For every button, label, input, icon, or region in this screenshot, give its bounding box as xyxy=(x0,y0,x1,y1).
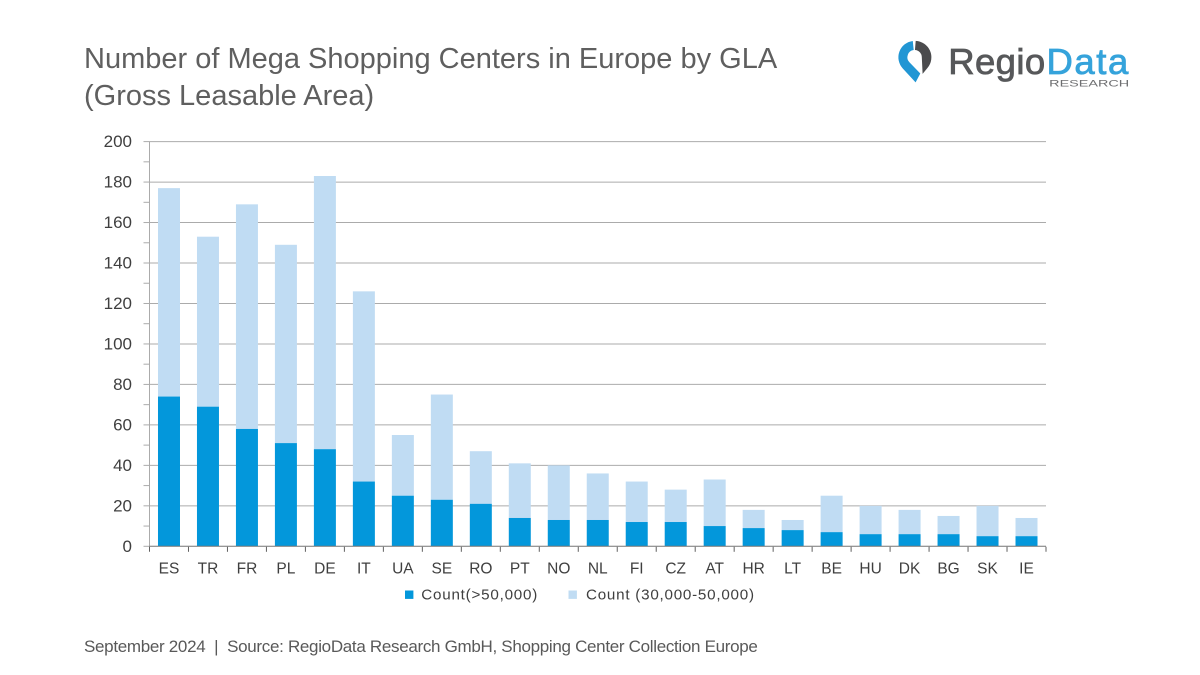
svg-text:SE: SE xyxy=(431,561,452,578)
svg-text:Count (30,000-50,000): Count (30,000-50,000) xyxy=(586,587,754,604)
svg-text:60: 60 xyxy=(113,415,132,434)
svg-text:PT: PT xyxy=(510,561,530,578)
svg-text:NL: NL xyxy=(588,561,608,578)
svg-text:120: 120 xyxy=(104,294,132,313)
svg-text:AT: AT xyxy=(705,561,724,578)
svg-text:BE: BE xyxy=(821,561,842,578)
svg-text:0: 0 xyxy=(123,537,132,556)
svg-text:IT: IT xyxy=(357,561,371,578)
svg-text:UA: UA xyxy=(392,561,414,578)
svg-text:20: 20 xyxy=(113,496,132,515)
svg-text:Count(>50,000): Count(>50,000) xyxy=(421,587,537,604)
svg-text:80: 80 xyxy=(113,375,132,394)
svg-text:180: 180 xyxy=(104,173,132,192)
svg-text:RESEARCH: RESEARCH xyxy=(1049,79,1129,90)
svg-text:CZ: CZ xyxy=(665,561,686,578)
svg-text:FI: FI xyxy=(630,561,644,578)
svg-text:140: 140 xyxy=(104,254,132,273)
svg-text:160: 160 xyxy=(104,213,132,232)
svg-text:Regio: Regio xyxy=(948,41,1045,82)
svg-text:TR: TR xyxy=(198,561,219,578)
svg-text:DK: DK xyxy=(899,561,921,578)
svg-text:Data: Data xyxy=(1047,41,1129,82)
svg-text:DE: DE xyxy=(314,561,336,578)
svg-text:HR: HR xyxy=(742,561,764,578)
svg-text:HU: HU xyxy=(859,561,881,578)
svg-text:IE: IE xyxy=(1019,561,1034,578)
svg-text:ES: ES xyxy=(159,561,180,578)
svg-text:LT: LT xyxy=(784,561,801,578)
svg-text:40: 40 xyxy=(113,456,132,475)
svg-text:PL: PL xyxy=(276,561,295,578)
svg-text:NO: NO xyxy=(547,561,570,578)
svg-text:RO: RO xyxy=(469,561,492,578)
svg-text:100: 100 xyxy=(104,335,132,354)
svg-text:BG: BG xyxy=(937,561,959,578)
svg-text:FR: FR xyxy=(237,561,258,578)
svg-text:SK: SK xyxy=(977,561,998,578)
svg-text:200: 200 xyxy=(104,132,132,151)
